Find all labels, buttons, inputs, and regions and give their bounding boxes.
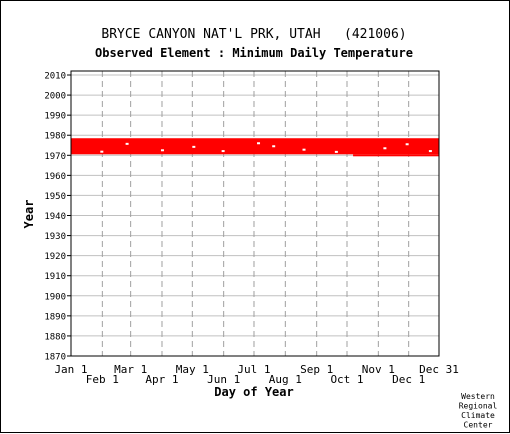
x-tick-label: Sep 1	[300, 363, 333, 376]
missing-data-point	[405, 143, 409, 146]
x-axis-label: Day of Year	[214, 385, 293, 399]
x-tick-label: Jul 1	[237, 363, 270, 376]
x-tick-label: Apr 1	[145, 373, 178, 386]
x-tick-label: Oct 1	[330, 373, 363, 386]
y-tick-label: 2000	[44, 92, 66, 102]
missing-data-point	[272, 145, 276, 148]
y-tick-label: 1950	[44, 192, 66, 202]
x-tick-label: May 1	[176, 363, 209, 376]
credit-line: Western	[461, 392, 495, 401]
x-axis-ticks: Jan 1 Mar 1 May 1 Jul 1 Sep 1 Nov 1 Dec 31 Feb …	[54, 363, 458, 386]
y-tick-label: 1920	[44, 252, 66, 262]
plot-area	[71, 71, 439, 356]
data-band	[71, 138, 439, 155]
y-tick-label: 1890	[44, 312, 66, 322]
missing-data-point	[221, 150, 225, 153]
missing-data-point	[160, 149, 164, 152]
data-band-extension	[353, 154, 439, 157]
x-tick-label: Jan 1	[54, 363, 87, 376]
chart-subtitle: Observed Element : Minimum Daily Tempera…	[95, 46, 413, 60]
x-tick-label: Feb 1	[86, 373, 119, 386]
credit-line: Climate	[461, 411, 495, 420]
missing-data-point	[302, 148, 306, 151]
credit-line: Regional	[459, 402, 498, 411]
chart-title: BRYCE CANYON NAT'L PRK, UTAH (421006)	[101, 27, 406, 42]
y-tick-label: 1940	[44, 212, 66, 222]
y-tick-label: 1990	[44, 112, 66, 122]
missing-data-point	[383, 147, 387, 150]
y-tick-label: 2010	[44, 72, 66, 82]
missing-data-point	[100, 150, 104, 153]
x-tick-label: Nov 1	[362, 363, 395, 376]
y-tick-label: 1980	[44, 132, 66, 142]
y-tick-label: 1970	[44, 152, 66, 162]
missing-data-point	[257, 142, 261, 145]
y-tick-label: 1870	[44, 353, 66, 363]
missing-data-point	[428, 150, 432, 153]
missing-data-point	[125, 142, 129, 145]
x-tick-label: Dec 31	[419, 363, 459, 376]
y-tick-label: 1930	[44, 232, 66, 242]
x-tick-label: Aug 1	[269, 373, 302, 386]
missing-data-point	[192, 145, 196, 148]
y-tick-label: 1910	[44, 272, 66, 282]
y-axis-label: Year	[22, 200, 36, 229]
y-tick-label: 1900	[44, 292, 66, 302]
data-layer	[71, 138, 439, 157]
y-tick-label: 1880	[44, 332, 66, 342]
x-tick-label: Dec 1	[392, 373, 425, 386]
grid-layer	[71, 71, 439, 357]
y-tick-label: 1960	[44, 172, 66, 182]
plot-border	[70, 70, 440, 357]
missing-data-point	[334, 150, 338, 153]
y-axis-ticks: 1870 1880 1890 1900 1910 1920 1930 1940 1950 1960…	[44, 72, 71, 363]
credit-line: Center	[464, 421, 493, 430]
x-tick-label: Mar 1	[114, 363, 147, 376]
x-tick-label: Jun 1	[207, 373, 240, 386]
